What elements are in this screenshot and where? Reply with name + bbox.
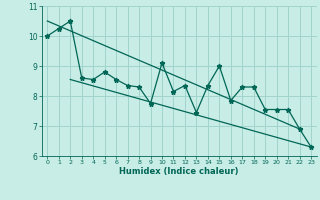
X-axis label: Humidex (Indice chaleur): Humidex (Indice chaleur): [119, 167, 239, 176]
